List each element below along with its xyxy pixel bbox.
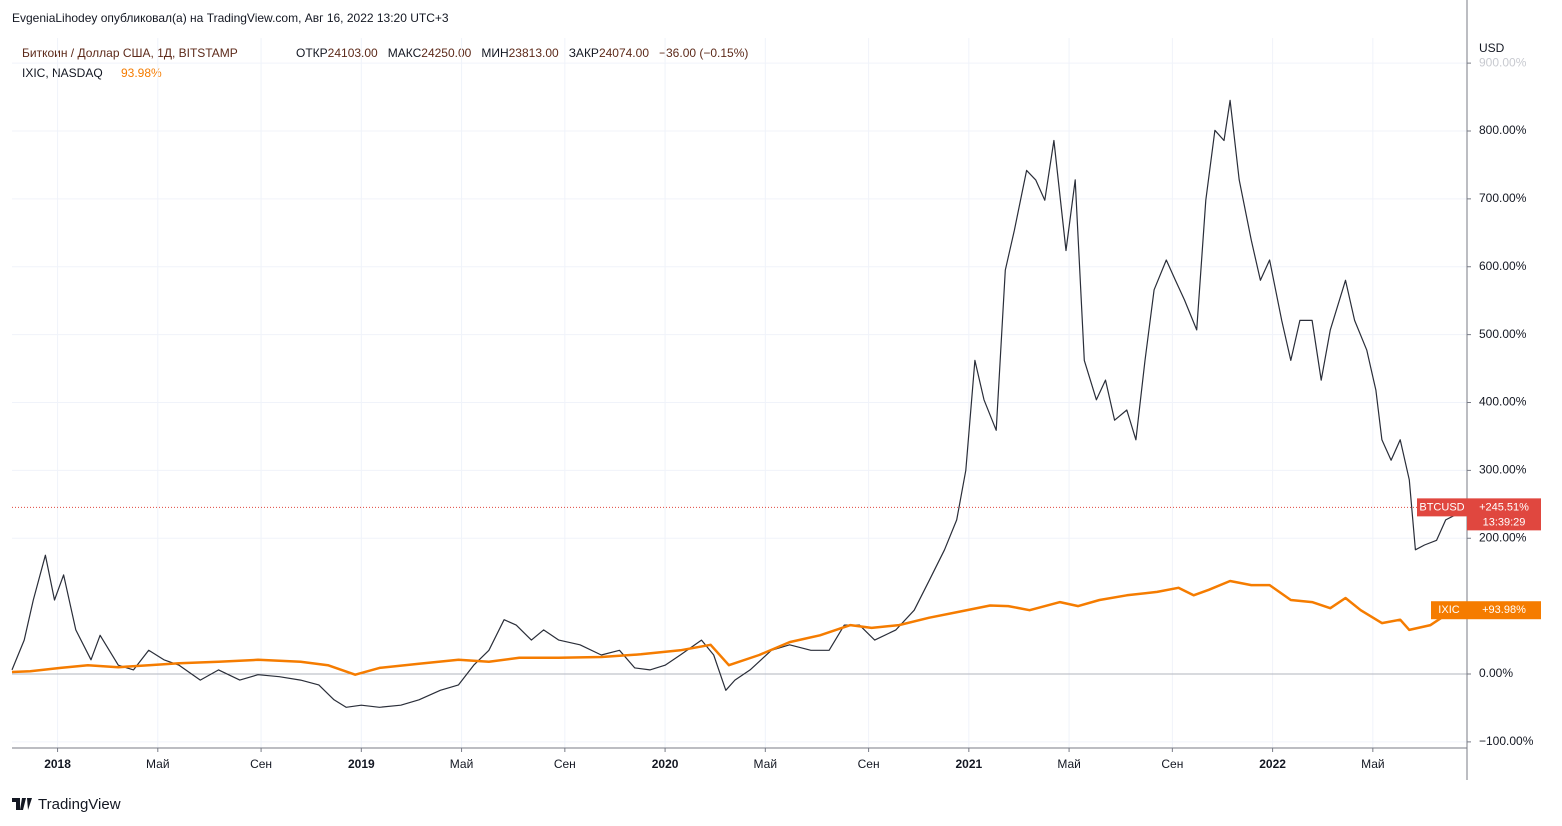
logo: TradingView xyxy=(12,796,121,813)
series-line xyxy=(11,579,1465,676)
y-tick-label: −100.00% xyxy=(1479,734,1534,748)
x-tick-label: 2022 xyxy=(1259,757,1286,771)
ohlc-value: 24074.00 xyxy=(599,46,649,60)
x-tick-label: Май xyxy=(1057,757,1081,771)
currency: USD xyxy=(1479,41,1505,55)
ohlc-label: МИН xyxy=(481,46,508,60)
x-tick-label: Май xyxy=(450,757,474,771)
y-tick-label: 800.00% xyxy=(1479,123,1527,137)
ohlc-label: ЗАКР xyxy=(569,46,599,60)
y-tick-label: 0.00% xyxy=(1479,666,1513,680)
logo-text: TradingView xyxy=(38,796,121,813)
x-tick-label: Сен xyxy=(858,757,880,771)
ohlc-label: МАКС xyxy=(388,46,422,60)
y-tick-label: 700.00% xyxy=(1479,191,1527,205)
time-left: 13:39:29 xyxy=(1483,516,1526,528)
x-tick-label: Май xyxy=(1361,757,1385,771)
y-tick-label: 500.00% xyxy=(1479,327,1527,341)
change: −36.00 (−0.15%) xyxy=(659,46,748,60)
x-tick-label: Сен xyxy=(250,757,272,771)
value-tag-label: +93.98% xyxy=(1482,604,1526,616)
series-tag xyxy=(1417,498,1467,517)
author-line: EvgeniaLihodey опубликовал(а) на Trading… xyxy=(12,11,449,25)
x-tick-label: Май xyxy=(146,757,170,771)
y-tick-label: 300.00% xyxy=(1479,463,1527,477)
compare-symbol: IXIC, NASDAQ xyxy=(22,66,103,80)
series-tag-name: IXIC xyxy=(1438,604,1459,616)
x-tick-label: Май xyxy=(754,757,778,771)
x-tick-label: Сен xyxy=(554,757,576,771)
series-line xyxy=(11,99,1465,708)
ohlc: ОТКР24103.00 МАКС24250.00 МИН23813.00 ЗАКР2… xyxy=(296,46,748,60)
x-tick-label: 2020 xyxy=(652,757,679,771)
y-tick-label: 600.00% xyxy=(1479,259,1527,273)
value-tag xyxy=(1467,498,1541,531)
x-tick-label: 2021 xyxy=(955,757,982,771)
ohlc-value: 24103.00 xyxy=(328,46,378,60)
compare-value: 93.98% xyxy=(121,66,162,80)
x-tick-label: Сен xyxy=(1161,757,1183,771)
symbol: Биткоин / Доллар США, 1Д, BITSTAMP xyxy=(22,46,238,60)
y-tick-label: 900.00% xyxy=(1479,55,1527,69)
x-tick-label: 2018 xyxy=(44,757,71,771)
y-tick-label: 400.00% xyxy=(1479,395,1527,409)
series-tag-name: BTCUSD xyxy=(1419,501,1464,513)
value-tag xyxy=(1467,601,1541,620)
series-tag xyxy=(1431,601,1467,620)
ohlc-value: 24250.00 xyxy=(421,46,471,60)
ohlc-value: 23813.00 xyxy=(509,46,559,60)
x-tick-label: 2019 xyxy=(348,757,375,771)
y-tick-label: 200.00% xyxy=(1479,530,1527,544)
ohlc-label: ОТКР xyxy=(296,46,328,60)
value-tag-label: +245.51% xyxy=(1479,501,1529,513)
